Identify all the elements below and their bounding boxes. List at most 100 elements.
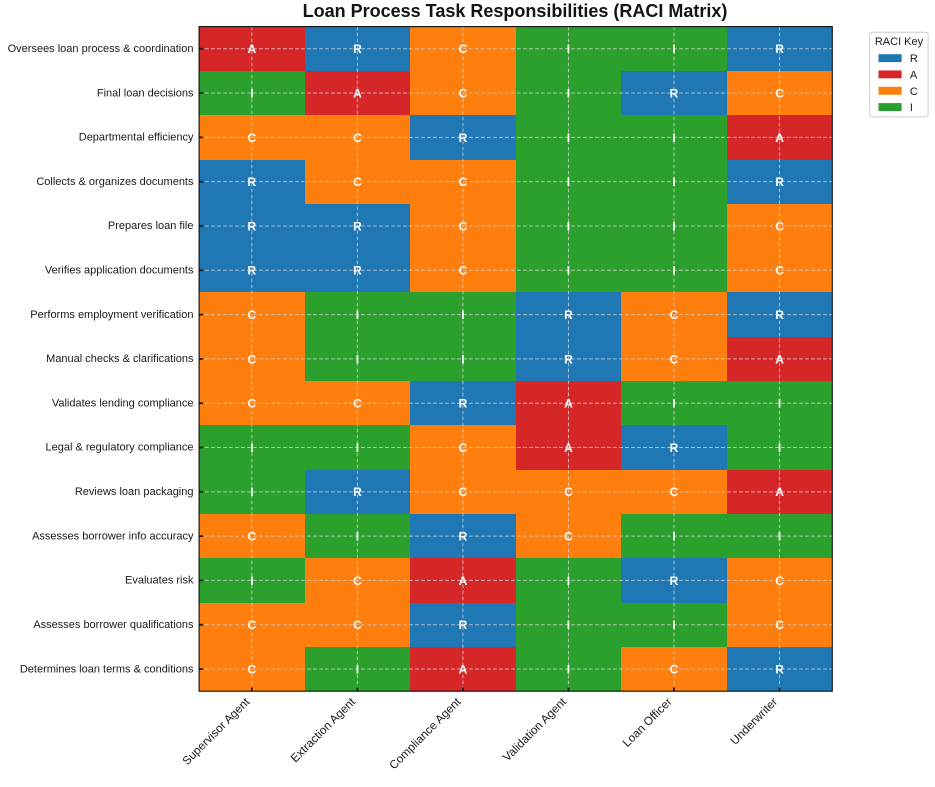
svg-text:A: A bbox=[459, 574, 468, 588]
svg-text:A: A bbox=[775, 131, 784, 145]
svg-text:I: I bbox=[778, 397, 781, 411]
svg-text:I: I bbox=[250, 86, 253, 100]
svg-text:C: C bbox=[670, 485, 679, 499]
svg-text:I: I bbox=[567, 219, 570, 233]
svg-text:R: R bbox=[248, 264, 257, 278]
svg-text:C: C bbox=[248, 352, 257, 366]
svg-text:I: I bbox=[672, 530, 675, 544]
svg-text:R: R bbox=[775, 175, 784, 189]
svg-text:Departmental efficiency: Departmental efficiency bbox=[79, 132, 194, 144]
svg-text:A: A bbox=[564, 397, 573, 411]
svg-text:C: C bbox=[459, 42, 468, 56]
svg-text:I: I bbox=[672, 42, 675, 56]
svg-text:I: I bbox=[672, 397, 675, 411]
svg-text:I: I bbox=[250, 441, 253, 455]
svg-text:R: R bbox=[775, 42, 784, 56]
svg-text:I: I bbox=[461, 308, 464, 322]
svg-text:R: R bbox=[775, 662, 784, 676]
svg-text:A: A bbox=[775, 485, 784, 499]
svg-text:I: I bbox=[250, 485, 253, 499]
svg-text:C: C bbox=[248, 308, 257, 322]
svg-text:C: C bbox=[775, 219, 784, 233]
svg-text:I: I bbox=[461, 352, 464, 366]
svg-text:I: I bbox=[567, 131, 570, 145]
svg-text:R: R bbox=[353, 264, 362, 278]
svg-text:C: C bbox=[353, 618, 362, 632]
svg-text:I: I bbox=[672, 219, 675, 233]
svg-text:I: I bbox=[567, 175, 570, 189]
svg-text:C: C bbox=[670, 352, 679, 366]
svg-text:I: I bbox=[567, 574, 570, 588]
svg-text:C: C bbox=[459, 175, 468, 189]
svg-text:I: I bbox=[672, 264, 675, 278]
svg-text:C: C bbox=[910, 86, 918, 98]
svg-text:C: C bbox=[248, 662, 257, 676]
svg-text:R: R bbox=[564, 308, 573, 322]
svg-text:C: C bbox=[775, 618, 784, 632]
svg-text:Reviews loan packaging: Reviews loan packaging bbox=[75, 486, 194, 498]
svg-text:C: C bbox=[775, 86, 784, 100]
svg-text:Prepares loan file: Prepares loan file bbox=[108, 220, 194, 232]
svg-text:I: I bbox=[672, 175, 675, 189]
svg-text:C: C bbox=[353, 175, 362, 189]
svg-text:I: I bbox=[778, 441, 781, 455]
svg-text:C: C bbox=[670, 662, 679, 676]
svg-text:I: I bbox=[567, 86, 570, 100]
svg-text:Determines loan terms & condit: Determines loan terms & conditions bbox=[20, 663, 194, 675]
svg-text:R: R bbox=[248, 219, 257, 233]
svg-text:R: R bbox=[353, 219, 362, 233]
svg-text:R: R bbox=[459, 618, 468, 632]
svg-text:Loan Process Task Responsibili: Loan Process Task Responsibilities (RACI… bbox=[303, 1, 728, 21]
svg-text:I: I bbox=[672, 131, 675, 145]
svg-text:I: I bbox=[567, 618, 570, 632]
svg-text:R: R bbox=[353, 485, 362, 499]
svg-text:I: I bbox=[356, 441, 359, 455]
svg-text:R: R bbox=[248, 175, 257, 189]
svg-text:C: C bbox=[353, 397, 362, 411]
svg-text:C: C bbox=[775, 264, 784, 278]
svg-text:I: I bbox=[672, 618, 675, 632]
svg-text:R: R bbox=[459, 530, 468, 544]
svg-text:C: C bbox=[353, 131, 362, 145]
svg-text:C: C bbox=[353, 574, 362, 588]
svg-text:C: C bbox=[564, 485, 573, 499]
svg-text:Evaluates risk: Evaluates risk bbox=[125, 575, 194, 587]
svg-text:Performs employment verificati: Performs employment verification bbox=[30, 309, 193, 321]
svg-text:Legal & regulatory compliance: Legal & regulatory compliance bbox=[46, 442, 194, 454]
svg-text:R: R bbox=[670, 441, 679, 455]
svg-text:A: A bbox=[910, 69, 918, 81]
svg-text:A: A bbox=[248, 42, 257, 56]
svg-text:A: A bbox=[564, 441, 573, 455]
svg-text:C: C bbox=[459, 485, 468, 499]
svg-text:A: A bbox=[775, 352, 784, 366]
svg-text:C: C bbox=[248, 131, 257, 145]
svg-text:I: I bbox=[567, 42, 570, 56]
svg-text:I: I bbox=[567, 264, 570, 278]
svg-text:C: C bbox=[775, 574, 784, 588]
svg-text:RACI Key: RACI Key bbox=[875, 36, 924, 48]
svg-text:I: I bbox=[250, 574, 253, 588]
svg-text:C: C bbox=[459, 86, 468, 100]
svg-text:Collects & organizes documents: Collects & organizes documents bbox=[36, 176, 194, 188]
svg-text:C: C bbox=[459, 219, 468, 233]
svg-text:I: I bbox=[567, 662, 570, 676]
svg-text:C: C bbox=[248, 397, 257, 411]
svg-text:Final loan decisions: Final loan decisions bbox=[97, 87, 194, 99]
svg-text:Verifies application documents: Verifies application documents bbox=[45, 264, 194, 276]
svg-text:Oversees loan process & coordi: Oversees loan process & coordination bbox=[8, 43, 194, 55]
svg-text:R: R bbox=[564, 352, 573, 366]
svg-text:Assesses borrower qualificatio: Assesses borrower qualifications bbox=[33, 619, 194, 631]
svg-text:R: R bbox=[910, 53, 918, 65]
svg-text:R: R bbox=[775, 308, 784, 322]
svg-text:Manual checks & clarifications: Manual checks & clarifications bbox=[46, 353, 194, 365]
svg-text:C: C bbox=[564, 530, 573, 544]
svg-text:C: C bbox=[459, 264, 468, 278]
svg-text:C: C bbox=[248, 618, 257, 632]
svg-text:Validates lending compliance: Validates lending compliance bbox=[52, 397, 194, 409]
svg-text:R: R bbox=[670, 86, 679, 100]
svg-text:C: C bbox=[670, 308, 679, 322]
svg-text:I: I bbox=[356, 352, 359, 366]
svg-text:R: R bbox=[670, 574, 679, 588]
svg-text:C: C bbox=[459, 441, 468, 455]
svg-text:R: R bbox=[459, 131, 468, 145]
